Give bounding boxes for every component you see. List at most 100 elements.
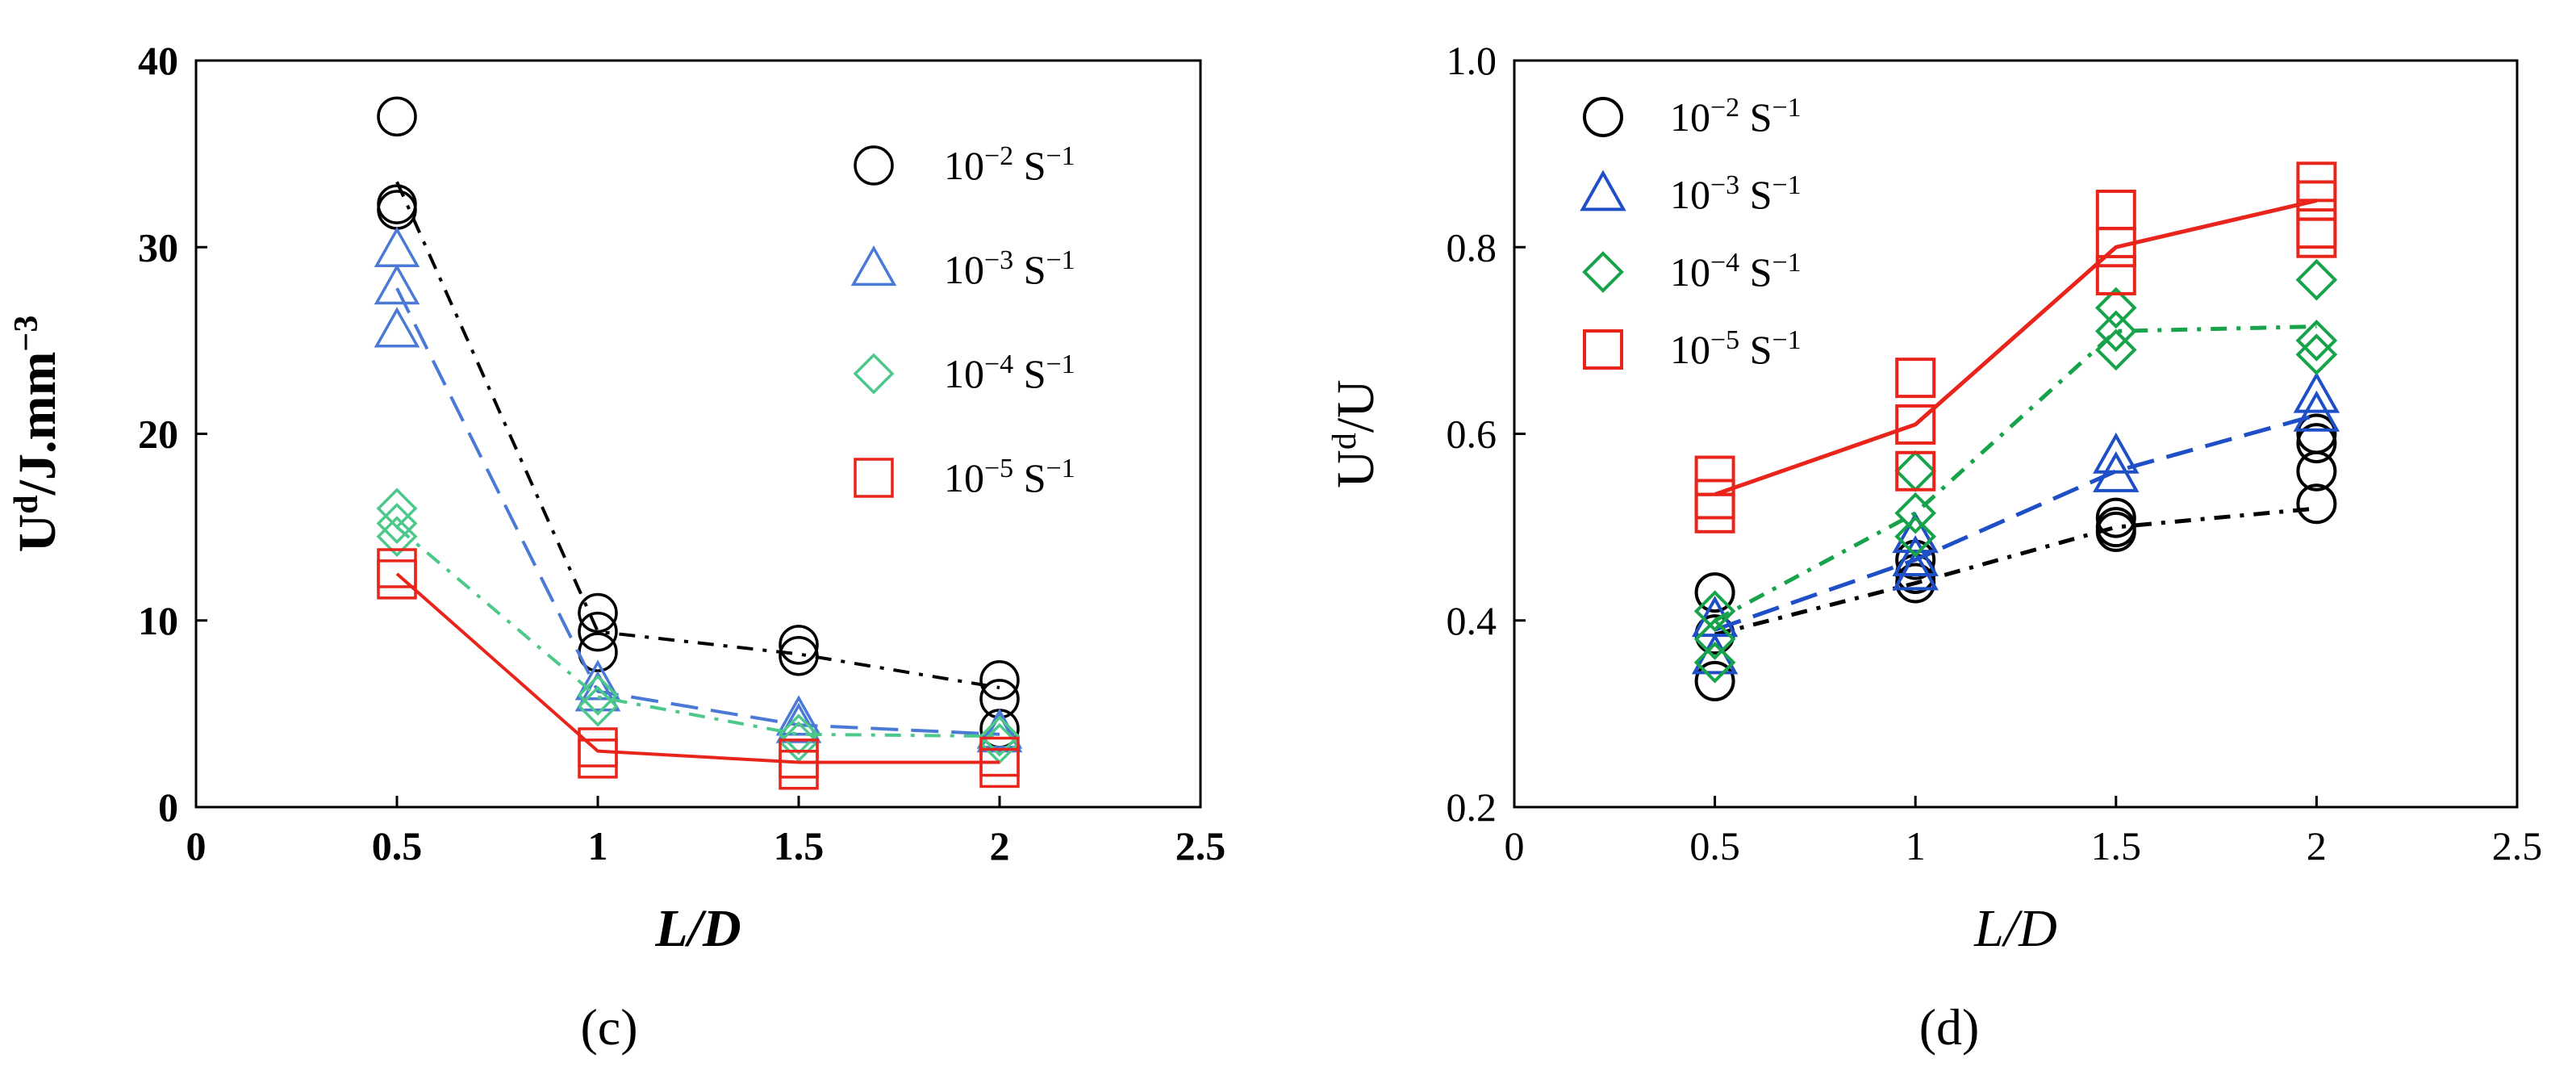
- data-point-triangle: [374, 307, 420, 348]
- data-point-diamond: [778, 721, 820, 763]
- legend-marker-square: [1583, 329, 1623, 370]
- data-point-triangle: [2093, 451, 2140, 492]
- data-point-triangle: [976, 712, 1023, 753]
- legend-marker-circle: [1583, 97, 1623, 137]
- data-point-diamond: [1894, 492, 1937, 534]
- data-point-square: [2095, 190, 2136, 230]
- legend-marker-circle: [854, 145, 894, 186]
- data-point-circle: [779, 625, 819, 665]
- x-tick-label: 1: [1906, 823, 1926, 868]
- plot-frame: [194, 59, 1202, 809]
- series-line: [395, 525, 1000, 738]
- data-point-diamond: [376, 487, 418, 529]
- data-point-square: [2095, 227, 2136, 268]
- data-point-circle: [1694, 660, 1735, 701]
- y-axis-label: Ud/U: [1326, 379, 1385, 488]
- data-point-square: [1895, 450, 1936, 492]
- x-tick-label: 0: [1505, 823, 1525, 868]
- series-triangle: [374, 226, 1023, 753]
- data-point-diamond: [1693, 590, 1736, 633]
- legend-marker-diamond: [853, 353, 895, 395]
- data-point-circle: [1694, 572, 1735, 613]
- legend-marker-square: [854, 458, 894, 498]
- x-tick-label: 0: [186, 823, 207, 868]
- data-point-circle: [2296, 423, 2337, 464]
- data-point-diamond: [2094, 328, 2137, 371]
- data-point-diamond: [1894, 450, 1937, 492]
- panel-label: (d): [1919, 998, 1980, 1056]
- data-point-diamond: [2094, 310, 2137, 353]
- legend-marker-diamond: [1582, 251, 1624, 293]
- data-point-diamond: [1693, 618, 1736, 660]
- y-tick-label: 0.6: [1447, 412, 1497, 457]
- legend-label: 10−2 S−1: [1670, 93, 1802, 140]
- series-line: [1714, 324, 2317, 622]
- x-tick-label: 1.5: [774, 823, 825, 868]
- data-point-circle: [578, 592, 618, 634]
- data-point-diamond: [376, 503, 418, 544]
- series-line: [395, 572, 1000, 764]
- data-point-square: [1895, 358, 1936, 399]
- x-tick-label: 1: [588, 823, 608, 868]
- plot-frame: [1513, 59, 2519, 809]
- legend-label: 10−5 S−1: [1670, 325, 1802, 372]
- data-point-square: [2296, 208, 2337, 249]
- data-point-square: [578, 738, 618, 779]
- y-tick-label: 0.8: [1447, 224, 1497, 270]
- data-point-square: [578, 727, 618, 768]
- data-point-circle: [377, 96, 417, 137]
- data-point-diamond: [2295, 333, 2338, 376]
- data-point-triangle: [2093, 432, 2140, 474]
- y-tick-label: 30: [138, 224, 178, 270]
- legend-marker-triangle: [850, 245, 897, 287]
- data-point-triangle: [374, 226, 420, 268]
- data-point-circle: [2095, 511, 2136, 552]
- data-point-triangle: [775, 695, 822, 736]
- legend-label: 10−5 S−1: [944, 454, 1075, 500]
- y-tick-label: 0.2: [1447, 784, 1497, 830]
- data-point-circle: [2296, 483, 2337, 525]
- legend-label: 10−4 S−1: [944, 349, 1075, 396]
- y-tick-label: 0.4: [1447, 598, 1497, 643]
- data-point-diamond: [1894, 515, 1937, 558]
- data-point-diamond: [577, 674, 619, 716]
- data-point-triangle: [2293, 390, 2340, 432]
- legend-label: 10−4 S−1: [1670, 248, 1802, 295]
- y-axis-label: Ud/J.mm−3: [8, 316, 67, 553]
- data-point-triangle: [574, 659, 621, 701]
- x-axis-label: L/D: [654, 899, 741, 958]
- x-tick-label: 0.5: [372, 823, 423, 868]
- series-circle: [377, 96, 1020, 749]
- data-point-square: [979, 747, 1020, 789]
- y-tick-label: 0: [158, 784, 178, 830]
- chart-panel-d: 0 0.5 1 1.5 2 2.5 0.2 0.4 0.6 0.8 1.0 L/D Ud/U (d) 10−…: [1326, 38, 2542, 1056]
- data-point-square: [779, 750, 819, 790]
- data-point-square: [2296, 217, 2337, 258]
- data-point-circle: [2296, 450, 2337, 492]
- legend-label: 10−2 S−1: [944, 141, 1075, 188]
- data-point-diamond: [778, 713, 820, 755]
- data-point-triangle: [2293, 371, 2340, 413]
- y-tick-label: 20: [138, 412, 178, 457]
- series-diamond: [1693, 258, 2338, 684]
- data-point-circle: [979, 660, 1020, 701]
- y-tick-label: 1.0: [1447, 38, 1497, 83]
- data-point-circle: [578, 611, 618, 652]
- data-point-diamond: [979, 715, 1021, 757]
- legend-label: 10−3 S−1: [944, 245, 1075, 292]
- series-line: [395, 287, 1000, 736]
- data-point-triangle: [1892, 535, 1939, 576]
- series-line: [1714, 199, 2317, 497]
- data-point-diamond: [2094, 287, 2137, 329]
- data-point-square: [377, 559, 417, 600]
- legend-marker-triangle: [1580, 169, 1626, 211]
- y-tick-label: 10: [138, 598, 178, 643]
- data-point-square: [1694, 479, 1735, 520]
- series-line: [1714, 506, 2317, 637]
- x-axis-label: L/D: [1973, 899, 2057, 958]
- chart-panel-c: 0 0.5 1 1.5 2 2.5 0 10 20 30 40 L/D Ud/J.mm−3 (c) 10−2…: [8, 38, 1225, 1056]
- data-point-triangle: [775, 702, 822, 743]
- data-point-diamond: [577, 685, 619, 727]
- data-point-triangle: [1892, 549, 1939, 591]
